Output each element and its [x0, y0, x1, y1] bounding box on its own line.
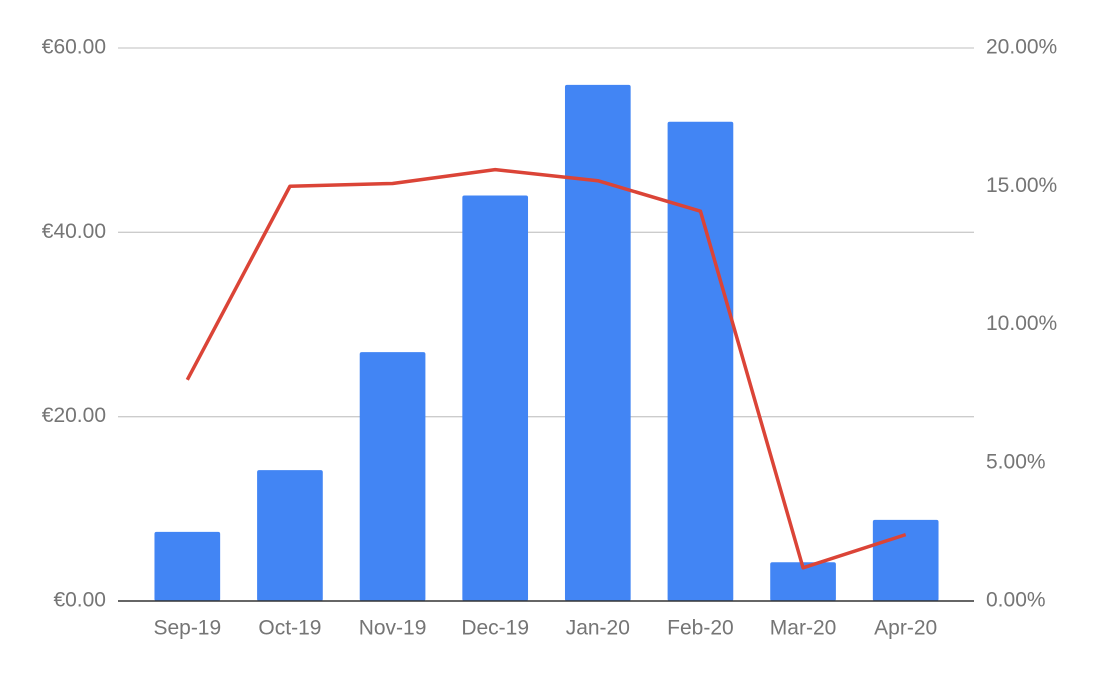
y2-tick-label: 10.00% — [986, 312, 1057, 335]
bar — [154, 531, 221, 601]
x-tick-label: Feb-20 — [667, 617, 734, 640]
bar — [462, 195, 529, 601]
y2-tick-label: 5.00% — [986, 450, 1046, 473]
line — [185, 167, 907, 570]
bar — [667, 121, 734, 601]
y-tick-label: €40.00 — [42, 220, 106, 243]
y2-tick-label: 20.00% — [986, 36, 1057, 59]
x-tick-label: Oct-19 — [258, 617, 321, 640]
bar — [872, 519, 939, 601]
x-tick-label: Dec-19 — [461, 617, 529, 640]
x-tick-label: Nov-19 — [359, 617, 427, 640]
bar — [359, 352, 426, 601]
bar — [770, 562, 836, 601]
bar — [257, 470, 323, 601]
y-tick-label: €20.00 — [42, 404, 106, 427]
x-tick-label: Mar-20 — [770, 617, 837, 640]
y2-tick-label: 15.00% — [986, 174, 1057, 197]
x-tick-label: Sep-19 — [153, 617, 221, 640]
x-tick-label: Jan-20 — [566, 617, 630, 640]
y-tick-label: €60.00 — [42, 36, 106, 59]
x-tick-label: Apr-20 — [874, 617, 937, 640]
y-tick-label: €0.00 — [53, 589, 106, 612]
y2-tick-label: 0.00% — [986, 589, 1046, 612]
bar — [564, 84, 631, 601]
